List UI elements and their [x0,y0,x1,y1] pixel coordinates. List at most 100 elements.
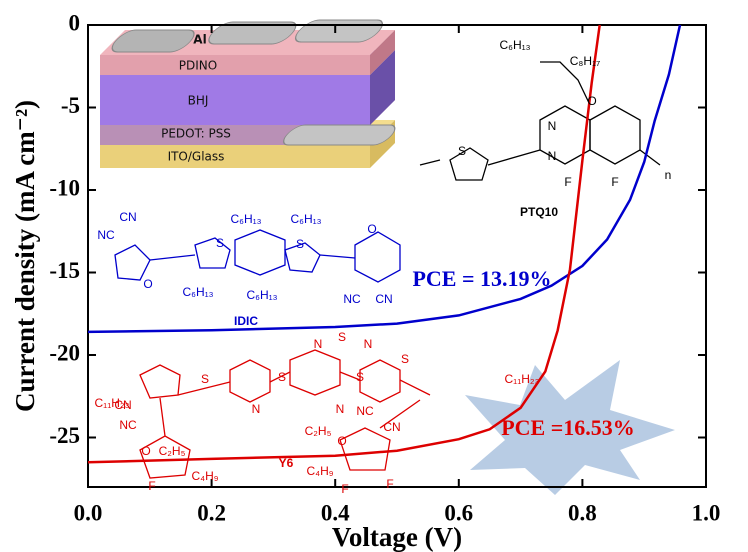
y-tick-label: -15 [49,258,80,283]
atom-label: F [564,175,571,189]
ring [354,231,401,283]
atom-label: NC [97,228,115,242]
atom-label: F [386,477,393,491]
plot: 0.0 0.2 0.4 0.6 0.8 1.0 0 -5 -10 -15 -20 -25 Voltage… [10,10,720,552]
atom-label: F [148,479,155,493]
atom-label: C₂H₅ [305,424,332,438]
atom-label: S [401,352,409,366]
x-tick-label: 0.4 [321,500,350,525]
electrode [283,124,396,146]
plot-frame [87,24,707,488]
ring [339,427,391,471]
x-axis-title: Voltage (V) [332,522,462,552]
x-tick-label: 0.6 [444,500,473,525]
atom-label: C₄H₉ [307,464,334,478]
atom-label: O [143,277,152,291]
bond [159,371,431,437]
atom-label: n [665,168,672,182]
atom-label: NC [343,292,361,306]
atom-label: C₆H₁₃ [230,212,261,226]
ring [284,242,321,273]
atom-label: CN [383,420,400,434]
x-tick-label: 0.0 [74,500,103,525]
atom-label: C₈H₁₇ [570,54,600,68]
atom-label: S [278,370,286,384]
atom-label: C₄H₉ [192,469,219,483]
device-layer-label: PEDOT: PSS [161,127,231,141]
molecule-name: PTQ10 [520,205,558,219]
bond [419,61,661,166]
ring [194,237,231,269]
ring [359,359,401,403]
atom-label: C₆H₁₃ [182,285,213,299]
atom-label: C₁₁H₂₃ [505,372,540,386]
ring [449,147,489,181]
ring [234,229,286,276]
y-tick-label: 0 [69,10,81,35]
device-layer-label: Al [193,33,206,47]
device-layer-label: PDINO [179,59,217,73]
molecule-name: Y6 [279,456,294,470]
highlight-star [465,360,675,495]
ring [114,244,151,281]
device-layer-label: ITO/Glass [168,150,225,164]
atom-label: NC [356,404,374,418]
atom-label: C₆H₁₃ [246,288,277,302]
y-axis-title: Current density (mA cm⁻²) [10,100,40,412]
atom-label: O [587,94,596,108]
atom-label: CN [375,292,392,306]
atom-label: CN [114,398,131,412]
atom-label: C₆H₁₃ [499,38,530,52]
atom-label: F [341,482,348,496]
atom-label: C₆H₁₃ [290,212,321,226]
atom-label: N [252,402,261,416]
atom-label: N [336,402,345,416]
atom-label: N [548,149,557,163]
molecule-name: IDIC [234,314,258,328]
atom-label: O [141,444,150,458]
layer-bhj [100,75,370,125]
atom-label: NC [119,418,137,432]
y-tick-label: -20 [49,340,80,365]
device-layer-label: BHJ [188,94,209,108]
series-line [87,24,682,334]
series-line [87,24,601,464]
layer-pdino [100,55,370,75]
x-tick-label: 0.2 [197,500,226,525]
structures [114,61,661,479]
y-tick-label: -25 [49,423,80,448]
x-tick-label: 0.8 [568,500,597,525]
atom-label: N [314,337,323,351]
y-tick-label: -10 [49,175,80,200]
atom-label: C₂H₅ [159,444,186,458]
atom-label: O [367,222,376,236]
atom-label: S [201,372,209,386]
y-tick-label: -5 [61,93,80,118]
ring [589,105,641,165]
electrode [111,29,195,53]
atom-label: F [611,175,618,189]
atom-label: CN [119,210,136,224]
layer-side [370,30,395,75]
ring [229,359,271,403]
ring [139,435,191,479]
atom-label: C₁₁H₂₃ [95,396,130,410]
annotation: PCE =16.53% [501,415,635,440]
bond [149,254,356,261]
atom-label: S [338,330,346,344]
ring [289,349,341,396]
device-schematic [100,19,396,168]
x-tick-label: 1.0 [692,500,721,525]
annotation: PCE = 13.19% [412,266,551,291]
layer-ito [100,145,370,168]
atom-label: S [458,144,466,158]
atom-label: N [364,337,373,351]
atom-label: S [216,236,224,250]
atom-label: O [337,434,346,448]
ring [139,364,181,399]
atom-label: N [548,119,557,133]
atom-label: S [296,237,304,251]
atom-label: S [356,370,364,384]
atom-label: F [0,0,4,6]
